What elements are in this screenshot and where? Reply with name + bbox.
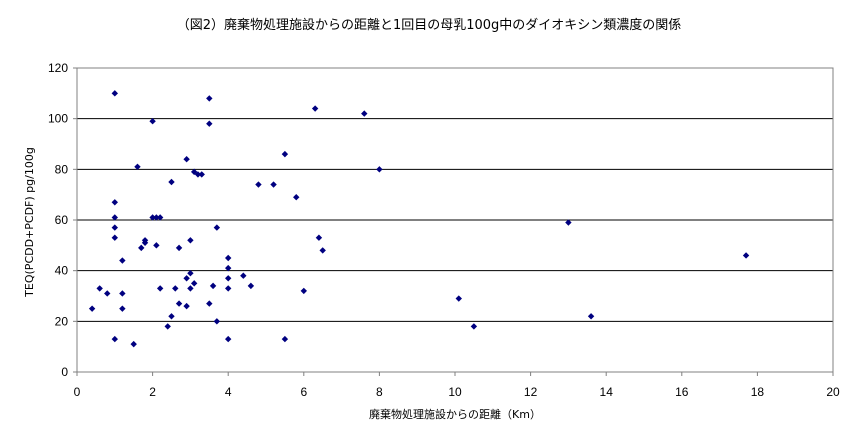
data-point [270,181,277,188]
data-point [119,257,126,264]
data-point [111,234,118,241]
x-tick-label: 16 [675,385,689,399]
data-point [281,150,289,158]
data-point [225,285,232,292]
y-axis-ticks: 0 20 40 60 80 100 120 [48,61,77,379]
data-point [565,219,572,226]
x-tick-label: 20 [826,385,840,399]
data-point [376,166,383,173]
data-point [587,313,595,320]
data-point [255,181,262,188]
data-point [119,305,126,312]
x-tick-label: 2 [149,385,156,399]
data-point [213,318,221,325]
x-tick-label: 6 [300,385,307,399]
data-point [88,305,96,312]
data-point [168,313,175,320]
y-tick-label: 60 [55,213,69,227]
data-point [187,285,194,292]
data-point [225,264,232,272]
x-axis-ticks: 0 2 4 6 8 10 12 14 16 18 20 [74,372,840,399]
data-point [225,335,232,343]
data-point [183,275,190,282]
y-tick-label: 80 [55,162,69,176]
y-tick-label: 40 [55,264,69,278]
y-tick-label: 100 [48,112,68,126]
data-point [190,280,198,287]
data-point [104,290,111,297]
data-point [225,254,232,262]
x-tick-label: 12 [524,385,538,399]
x-tick-label: 14 [600,385,614,399]
data-point [206,95,213,102]
data-point [300,287,307,295]
data-point [164,323,171,330]
data-point [194,171,202,178]
data-point [111,224,118,231]
data-point [153,242,160,249]
data-point [156,214,164,221]
data-point [190,168,198,176]
data-point [247,282,255,290]
y-axis-label: TEQ(PCDD+PCDF) pg/100g [23,147,36,298]
x-axis-label: 廃棄物処理施設からの距離（Km） [369,407,541,421]
y-tick-label: 120 [48,61,68,75]
data-points [88,90,750,348]
data-point [149,118,156,125]
data-point [319,247,326,254]
data-point [111,214,118,221]
data-point [183,156,190,163]
data-point [206,300,213,307]
data-point [119,290,126,297]
data-point [111,335,118,343]
data-point [455,295,462,302]
gridlines [77,67,833,322]
data-point [281,335,289,343]
data-point [96,285,103,292]
data-point [138,244,145,252]
data-point [149,214,156,221]
data-point [213,224,221,231]
data-point [315,234,323,241]
data-point [209,282,217,290]
x-tick-label: 8 [376,385,383,399]
data-point [111,90,118,97]
data-point [225,275,232,282]
data-point [187,270,194,277]
data-point [361,110,368,117]
data-point [183,302,190,310]
data-point [187,237,194,244]
x-tick-label: 18 [751,385,765,399]
data-point [130,340,137,348]
data-point [198,171,205,178]
data-point [175,300,183,307]
data-point [141,239,149,246]
x-tick-label: 10 [448,385,462,399]
data-point [240,272,247,279]
data-point [172,285,179,292]
x-tick-label: 0 [74,385,81,399]
chart-title: （図2）廃棄物処理施設からの距離と1回目の母乳100g中のダイオキシン類濃度の関… [177,17,682,33]
y-tick-label: 0 [61,365,68,379]
data-point [293,194,300,201]
data-point [153,214,160,221]
data-point [111,199,118,206]
data-point [168,178,175,186]
x-tick-label: 4 [225,385,232,399]
data-point [470,323,478,330]
data-point [175,244,183,252]
data-point [134,163,141,170]
data-point [742,252,750,259]
data-point [156,285,164,292]
data-point [206,120,213,127]
data-point [311,105,319,112]
y-tick-label: 20 [55,314,69,328]
